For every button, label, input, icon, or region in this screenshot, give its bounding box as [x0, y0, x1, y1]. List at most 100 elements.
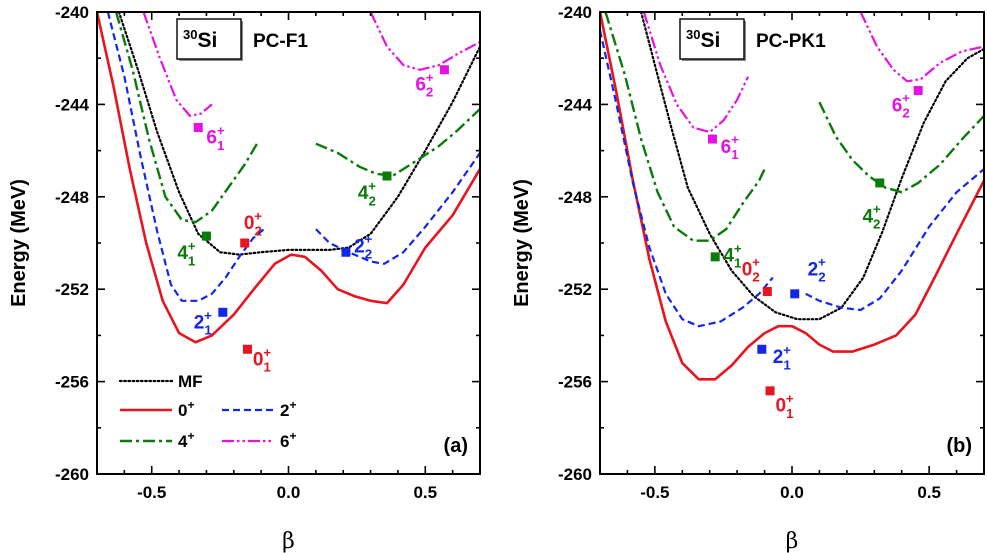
point-label-2-2: 22+ [354, 232, 372, 262]
series-line-6plus-seg2 [859, 12, 984, 83]
title-box [176, 18, 242, 60]
point-label-0-2: 02+ [244, 208, 262, 238]
point-label-2-2-main: 2 [354, 236, 365, 257]
point-label-4-1: 41+ [177, 238, 196, 268]
data-point-6-1 [707, 134, 717, 144]
y-tick-label: -256 [558, 373, 592, 392]
series-group [600, 12, 984, 381]
legend-label-2: 0+ [178, 398, 194, 420]
data-point-4-1 [201, 231, 211, 241]
series-line-4plus-seg2 [315, 108, 480, 178]
x-tick-label: -0.5 [137, 483, 166, 502]
x-axis-label: β [786, 529, 799, 553]
chart-panel-2: 01+02+21+22+41+42+61+62+-0.5 0.0 0.5-260-2… [511, 3, 985, 553]
data-point-0-1 [242, 344, 252, 354]
series-line-6plus-seg2 [369, 12, 480, 71]
y-axis-label: Energy (MeV) [8, 179, 30, 307]
y-tick-label: -260 [558, 465, 592, 484]
point-label-0-2: 02+ [742, 255, 760, 285]
data-point-0-1 [765, 386, 775, 396]
point-label-6-1: 61+ [206, 123, 225, 153]
data-point-2-1 [218, 307, 228, 317]
point-label-0-1-main: 0 [776, 396, 787, 417]
point-label-4-2-subscript: 2 [873, 216, 880, 231]
point-label-6-2-main: 6 [415, 75, 426, 96]
point-label-4-2-subscript: 2 [368, 193, 375, 208]
y-tick-label: -244 [55, 95, 90, 114]
series-line-2plus-seg2 [315, 152, 480, 265]
legend: MF 0+ 2+ 4+ 6+ [118, 372, 296, 451]
point-label-2-1-subscript: 1 [204, 323, 212, 338]
y-tick-label: -252 [558, 280, 592, 299]
series-line-4plus-seg1 [604, 12, 766, 242]
data-point-6-1 [193, 123, 203, 132]
legend-label-1: MF [178, 372, 203, 391]
point-label-4-1-subscript: 1 [188, 253, 196, 268]
y-tick-label: -256 [55, 373, 89, 392]
legend-label-4: 4+ [178, 429, 194, 451]
point-label-2-1-main: 2 [194, 313, 205, 334]
point-label-0-1: 01+ [253, 345, 272, 375]
x-tick-label: -0.5 [640, 483, 669, 502]
legend-label-5: 6+ [280, 429, 296, 451]
title-element: Si [700, 29, 720, 52]
series-line-6plus-seg1 [642, 12, 750, 134]
x-tick-label: 0.5 [917, 483, 941, 502]
point-label-0-2-superscript: + [752, 255, 760, 270]
point-label-6-2-main: 6 [892, 95, 903, 116]
y-axis-label: Energy (MeV) [511, 179, 533, 307]
point-label-4-2-superscript: + [368, 178, 376, 193]
title-nucleus: 30Si [183, 27, 217, 52]
panel-label: (a) [444, 435, 468, 457]
x-tick-label: 0.5 [413, 483, 437, 502]
data-point-4-1 [710, 252, 720, 262]
series-line-MF-seg1 [640, 12, 984, 321]
y-tick-label: -240 [558, 3, 592, 22]
point-label-2-2-subscript: 2 [365, 246, 372, 261]
point-label-4-2-main: 4 [862, 206, 873, 227]
point-label-6-1: 61+ [721, 132, 740, 162]
y-tick-label: -248 [55, 188, 89, 207]
x-tick-label: 0.0 [780, 483, 804, 502]
point-label-4-2-main: 4 [358, 183, 369, 204]
y-tick-label: -252 [55, 280, 89, 299]
series-group [97, 12, 480, 344]
point-label-2-1: 21+ [194, 308, 213, 338]
series-line-MF-seg1 [117, 12, 480, 256]
point-label-6-2-subscript: 2 [902, 105, 909, 120]
y-tick-label: -260 [55, 465, 89, 484]
point-label-0-2-superscript: + [254, 208, 262, 223]
point-label-2-2-subscript: 2 [818, 269, 825, 284]
series-line-6plus-seg1 [142, 12, 213, 117]
series-line-2plus-seg1 [600, 30, 774, 328]
data-point-6-2 [913, 86, 923, 96]
title-mass-number: 30 [183, 27, 197, 42]
point-label-4-1-superscript: + [188, 238, 196, 253]
point-label-2-1-superscript: + [783, 342, 791, 357]
x-tick-label: 0.0 [277, 483, 301, 502]
point-label-0-1-subscript: 1 [264, 360, 272, 375]
y-tick-label: -244 [558, 95, 593, 114]
data-point-0-2 [762, 287, 772, 297]
point-label-6-1-subscript: 1 [217, 138, 225, 153]
point-label-4-1: 41+ [723, 241, 742, 271]
series-line-4plus-seg2 [818, 101, 984, 194]
title-nucleus: 30Si [686, 27, 720, 52]
data-point-2-2 [790, 289, 800, 299]
title-model: PC-F1 [253, 31, 308, 52]
chart-panel-1: 01+02+21+22+41+42+61+62+-0.5 0.0 0.5-260-2… [8, 3, 481, 553]
point-label-0-1: 01+ [776, 391, 795, 421]
series-line-0plus-seg1 [600, 12, 984, 381]
point-label-0-1-superscript: + [263, 345, 271, 360]
point-label-6-2: 62+ [892, 91, 910, 121]
point-label-2-2-main: 2 [808, 259, 819, 280]
series-line-0plus-seg1 [97, 12, 480, 344]
title-box [679, 18, 745, 60]
point-label-6-2: 62+ [415, 70, 433, 100]
point-label-2-1: 21+ [773, 342, 792, 372]
series-line-4plus-seg1 [114, 12, 260, 224]
point-label-2-2: 22+ [808, 255, 826, 285]
point-label-4-2: 42+ [862, 202, 880, 232]
point-label-4-1-subscript: 1 [734, 256, 742, 271]
